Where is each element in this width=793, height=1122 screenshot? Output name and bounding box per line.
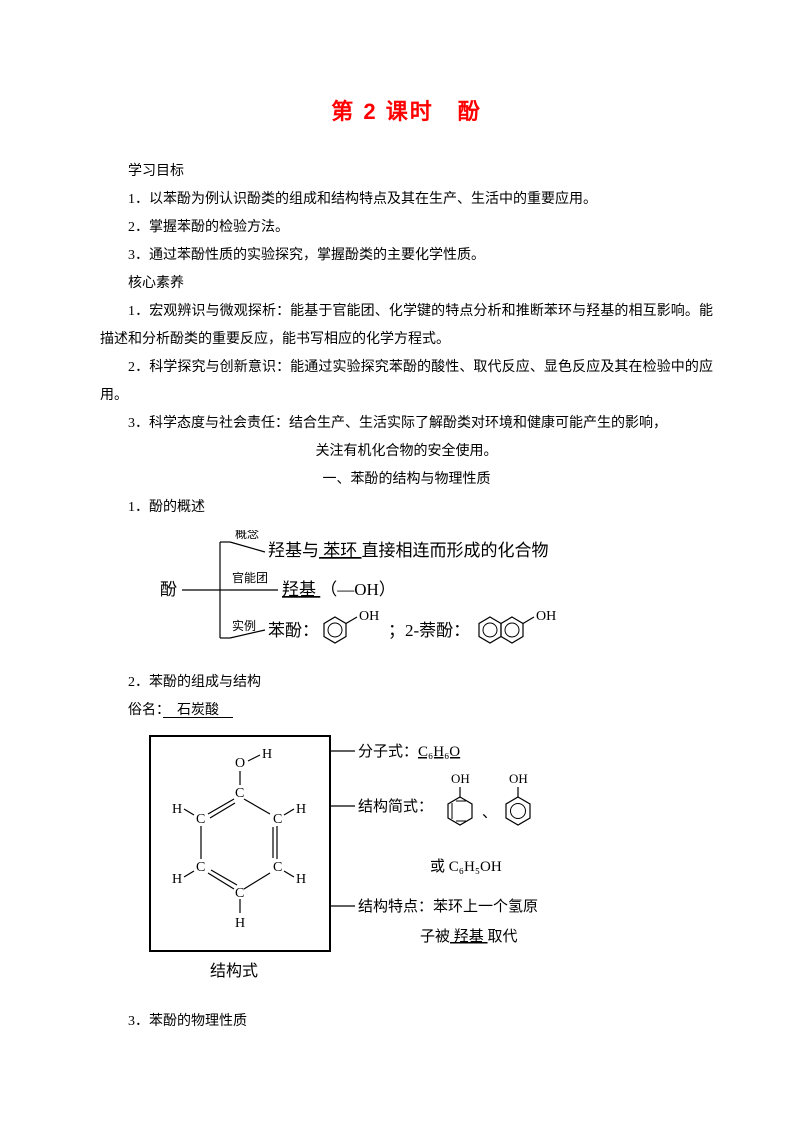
core-3-cont: 关注有机化合物的安全使用。 bbox=[100, 438, 713, 466]
svg-text:C: C bbox=[196, 812, 205, 827]
molecular-formula: 分子式：C₆H₆O bbox=[358, 743, 460, 760]
svg-text:H: H bbox=[262, 747, 272, 762]
phenol-structure-svg: C C C C C C bbox=[140, 731, 700, 991]
diagram1-b3-sep: ；2-萘酚： bbox=[388, 621, 470, 640]
common-name: 石炭酸 bbox=[163, 703, 233, 718]
svg-text:C: C bbox=[273, 860, 282, 875]
diagram1-b1: 羟基与 苯环 直接相连而形成的化合物 bbox=[268, 541, 549, 560]
phenol-concept-diagram: 酚 概念 羟基与 苯环 直接相连而形成的化合物 官能团 羟基 （—OH） 实例 bbox=[160, 530, 713, 661]
objective-2: 2．掌握苯酚的检验方法。 bbox=[100, 214, 713, 242]
core-3: 3．科学态度与社会责任：结合生产、生活实际了解酚类对环境和健康可能产生的影响， bbox=[100, 410, 713, 438]
lesson-title: 第 2 课时 酚 bbox=[100, 90, 713, 134]
objectives-heading: 学习目标 bbox=[100, 158, 713, 186]
page: 第 2 课时 酚 学习目标 1．以苯酚为例认识酚类的组成和结构特点及其在生产、生… bbox=[0, 0, 793, 1076]
svg-text:C: C bbox=[235, 786, 244, 801]
svg-text:H: H bbox=[235, 916, 245, 931]
objective-3: 3．通过苯酚性质的实验探究，掌握酚类的主要化学性质。 bbox=[100, 242, 713, 270]
benzene-ring-icon: OH bbox=[324, 609, 379, 643]
item-2: 2．苯酚的组成与结构 bbox=[100, 669, 713, 697]
core-2: 2．科学探究与创新意识：能通过实验探究苯酚的酸性、取代反应、显色反应及其在检验中… bbox=[100, 354, 713, 410]
item-1: 1．酚的概述 bbox=[100, 494, 713, 522]
section-1-title: 一、苯酚的结构与物理性质 bbox=[100, 466, 713, 494]
svg-text:OH: OH bbox=[451, 771, 470, 786]
svg-text:O: O bbox=[235, 756, 245, 771]
phenol-structural-formula: C C C C C C bbox=[172, 747, 306, 931]
svg-text:H: H bbox=[296, 802, 306, 817]
diagram1-b2-label: 官能团 bbox=[232, 570, 268, 585]
svg-text:H: H bbox=[296, 872, 306, 887]
svg-text:H: H bbox=[172, 872, 182, 887]
svg-text:OH: OH bbox=[359, 609, 379, 624]
svg-text:C: C bbox=[235, 886, 244, 901]
phenol-structure-diagram: C C C C C C bbox=[140, 731, 713, 1002]
svg-text:H: H bbox=[172, 802, 182, 817]
diagram1-b1-label: 概念 bbox=[235, 530, 259, 541]
line-angle-phenol-icon: OH bbox=[448, 771, 472, 825]
diagram1-root: 酚 bbox=[160, 580, 177, 599]
phenol-concept-svg: 酚 概念 羟基与 苯环 直接相连而形成的化合物 官能团 羟基 （—OH） 实例 bbox=[160, 530, 680, 650]
core-heading: 核心素养 bbox=[100, 270, 713, 298]
circle-benzene-phenol-icon: OH bbox=[506, 771, 530, 825]
svg-text:OH: OH bbox=[536, 609, 556, 624]
common-name-line: 俗名： 石炭酸 bbox=[100, 697, 713, 725]
diagram1-b3-phenol: 苯酚： bbox=[268, 621, 319, 640]
structural-feature-2: 子被 羟基 取代 bbox=[420, 928, 518, 945]
condensed-formula-label: 结构简式： bbox=[358, 798, 433, 815]
structural-feature: 结构特点：苯环上一个氢原 bbox=[358, 898, 538, 915]
svg-text:OH: OH bbox=[509, 771, 528, 786]
diagram1-b2: 羟基 （—OH） bbox=[282, 580, 396, 599]
svg-text:C: C bbox=[196, 860, 205, 875]
condensed-or: 或 C₆H₅OH bbox=[430, 858, 502, 875]
core-1: 1．宏观辨识与微观探析：能基于官能团、化学键的特点分析和推断苯环与羟基的相互影响… bbox=[100, 298, 713, 354]
svg-text:C: C bbox=[273, 812, 282, 827]
common-name-prefix: 俗名： bbox=[128, 703, 163, 718]
condensed-sep: 、 bbox=[482, 805, 497, 821]
item-3: 3．苯酚的物理性质 bbox=[100, 1008, 713, 1036]
diagram1-b3-label: 实例 bbox=[232, 618, 256, 633]
structural-formula-label: 结构式 bbox=[210, 962, 258, 980]
naphthalene-ring-icon: OH bbox=[479, 609, 556, 643]
objective-1: 1．以苯酚为例认识酚类的组成和结构特点及其在生产、生活中的重要应用。 bbox=[100, 186, 713, 214]
